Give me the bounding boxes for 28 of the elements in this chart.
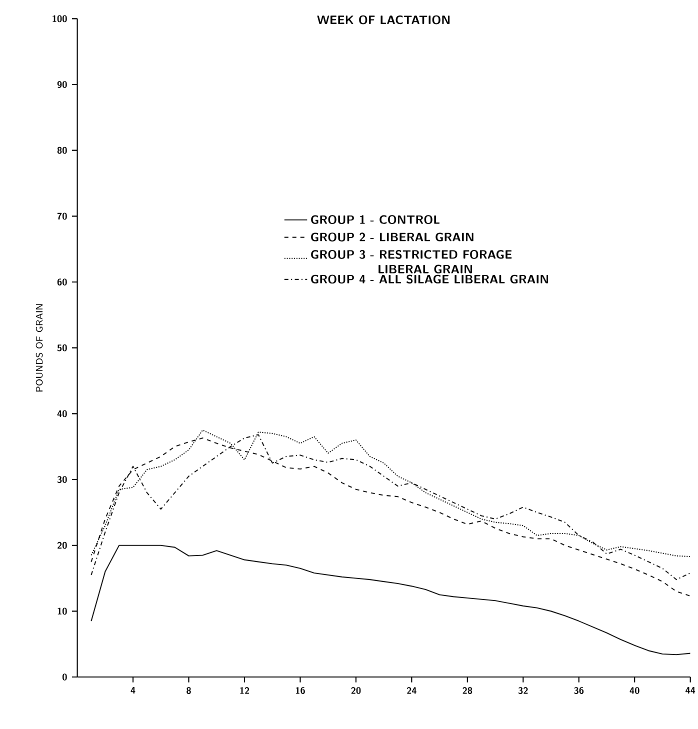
chart-title: WEEK OF LACTATION	[317, 15, 450, 24]
x-tick-label: 16	[296, 687, 305, 694]
x-tick-label: 20	[351, 687, 361, 694]
y-tick-label: 70	[57, 212, 67, 220]
y-tick-label: 10	[58, 608, 67, 615]
x-tick-label: 4	[130, 687, 136, 694]
y-tick-label: 100	[52, 15, 67, 22]
legend-label: GROUP 4 - ALL SILAGE LIBERAL GRAIN	[310, 274, 548, 284]
x-tick-label: 28	[462, 687, 472, 694]
y-axis-title: POUNDS OF GRAIN	[36, 304, 43, 392]
x-tick-label: 36	[574, 687, 584, 694]
legend-label: GROUP 2 - LIBERAL GRAIN	[310, 232, 474, 242]
y-tick-label: 80	[57, 146, 67, 154]
x-tick-label: 32	[518, 687, 528, 694]
y-tick-label: 20	[57, 542, 67, 549]
x-tick-label: 40	[630, 687, 640, 694]
y-tick-label: 90	[57, 81, 67, 88]
legend-label: GROUP 3 - RESTRICTED FORAGE LIBERAL GRAIN	[310, 250, 512, 274]
x-tick-label: 24	[406, 687, 416, 694]
y-tick-label: 50	[57, 344, 67, 352]
y-tick-label: 0	[62, 674, 67, 680]
x-tick-label: 12	[240, 687, 249, 694]
y-tick-label: 40	[57, 410, 67, 418]
x-tick-label: 8	[186, 687, 191, 694]
y-tick-label: 30	[57, 476, 67, 483]
legend-label: GROUP 1 - CONTROL	[310, 215, 440, 224]
x-tick-label: 44	[685, 687, 696, 694]
y-tick-label: 60	[57, 278, 67, 286]
